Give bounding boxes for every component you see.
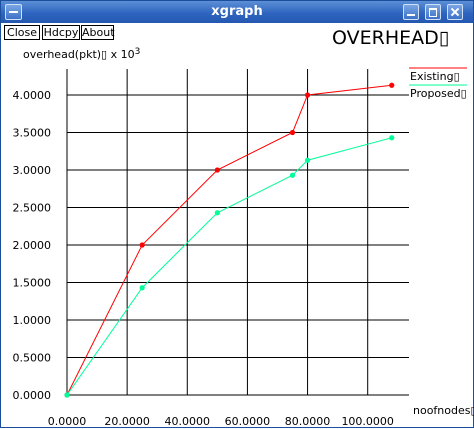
close-window-icon[interactable] [447, 4, 463, 20]
chart-title: OVERHEAD▯ [332, 27, 450, 49]
data-point-proposed [304, 157, 311, 163]
data-point-existing [289, 129, 296, 136]
series-line-existing [66, 84, 392, 396]
x-tick-label: 80.0000 [285, 415, 331, 428]
legend-label-proposed: Proposed▯ [410, 87, 467, 100]
window-menu-icon[interactable] [5, 4, 22, 20]
y-axis-label-text: overhead(pkt)▯ x 10 [23, 48, 135, 61]
y-tick-label: 3.0000 [13, 164, 52, 177]
x-axis-label: noofnodes▯ [413, 404, 474, 417]
x-tick-label: 20.0000 [104, 415, 150, 428]
y-axis-label: overhead(pkt)▯ x 103 [23, 45, 140, 62]
y-tick-label: 0.5000 [13, 352, 52, 365]
x-tick-label: 100.0000 [341, 415, 394, 428]
data-point-existing [389, 82, 395, 88]
data-point-existing [214, 167, 220, 173]
maximize-icon[interactable] [425, 4, 441, 20]
data-point-proposed [64, 392, 70, 398]
y-tick-label: 1.5000 [13, 277, 52, 290]
y-tick-label: 1.0000 [13, 314, 52, 327]
hdcpy-button[interactable]: Hdcpy [42, 25, 80, 40]
window-titlebar[interactable]: xgraph [1, 1, 473, 23]
data-point-existing [304, 92, 311, 98]
y-tick-label: 2.5000 [13, 202, 52, 215]
legend-label-existing: Existing▯ [410, 70, 460, 83]
data-point-existing [139, 242, 145, 248]
y-tick-label: 2.0000 [13, 239, 52, 252]
minimize-icon[interactable] [403, 4, 419, 20]
y-tick-label: 3.5000 [13, 127, 52, 140]
about-button[interactable]: About [81, 25, 115, 40]
x-tick-label: 40.0000 [165, 415, 211, 428]
x-tick-label: 0.0000 [48, 415, 87, 428]
data-point-proposed [139, 285, 145, 291]
x-tick-label: 60.0000 [225, 415, 271, 428]
close-button[interactable]: Close [4, 25, 40, 40]
data-point-proposed [289, 172, 296, 178]
window-title: xgraph [211, 4, 263, 19]
series-line-proposed [66, 137, 392, 396]
y-axis-exponent: 3 [134, 47, 141, 57]
data-point-proposed [214, 210, 220, 216]
data-point-proposed [389, 135, 395, 141]
y-tick-label: 4.0000 [13, 89, 52, 102]
y-tick-label: 0.0000 [13, 389, 52, 402]
